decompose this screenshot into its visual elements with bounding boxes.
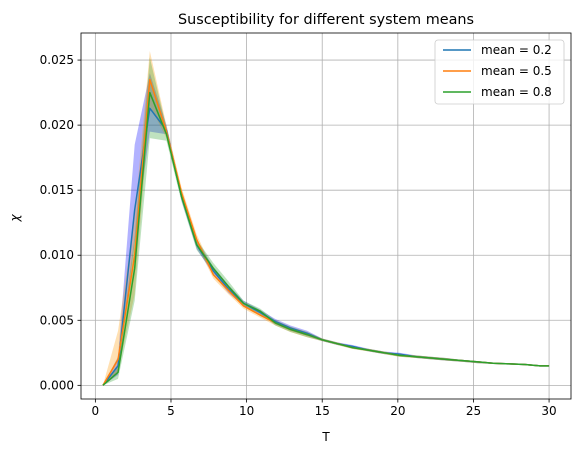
legend-label: mean = 0.8 xyxy=(481,85,552,99)
series-lines xyxy=(102,78,550,386)
y-tick-label: 0.015 xyxy=(40,183,74,197)
y-tick-label: 0.025 xyxy=(40,53,74,67)
confidence-band-1 xyxy=(102,73,550,386)
confidence-band-2 xyxy=(102,50,550,386)
x-tick-label: 5 xyxy=(167,404,175,418)
y-tick-label: 0.020 xyxy=(40,118,74,132)
plot-frame xyxy=(80,32,572,400)
series-line-3 xyxy=(102,91,550,386)
y-tick-label: 0.005 xyxy=(40,313,74,327)
y-ticks: 0.000 0.005 0.010 0.015 0.020 0.025 xyxy=(40,53,81,392)
x-tick-label: 10 xyxy=(239,404,254,418)
x-tick-label: 30 xyxy=(541,404,556,418)
confidence-band-3 xyxy=(102,57,550,386)
x-ticks: 0 5 10 15 20 25 30 xyxy=(92,399,557,418)
y-tick-label: 0.010 xyxy=(40,248,74,262)
legend-label: mean = 0.2 xyxy=(481,43,552,57)
y-axis-label: χ xyxy=(8,214,22,223)
x-tick-label: 15 xyxy=(315,404,330,418)
x-tick-label: 25 xyxy=(466,404,481,418)
x-axis-label: T xyxy=(321,430,330,444)
legend: mean = 0.2 mean = 0.5 mean = 0.8 xyxy=(434,39,565,105)
chart-title: Susceptibility for different system mean… xyxy=(178,12,474,28)
x-tick-label: 20 xyxy=(390,404,405,418)
y-tick-label: 0.000 xyxy=(40,378,74,392)
x-tick-label: 0 xyxy=(92,404,100,418)
legend-box xyxy=(434,39,565,105)
legend-label: mean = 0.5 xyxy=(481,64,552,78)
